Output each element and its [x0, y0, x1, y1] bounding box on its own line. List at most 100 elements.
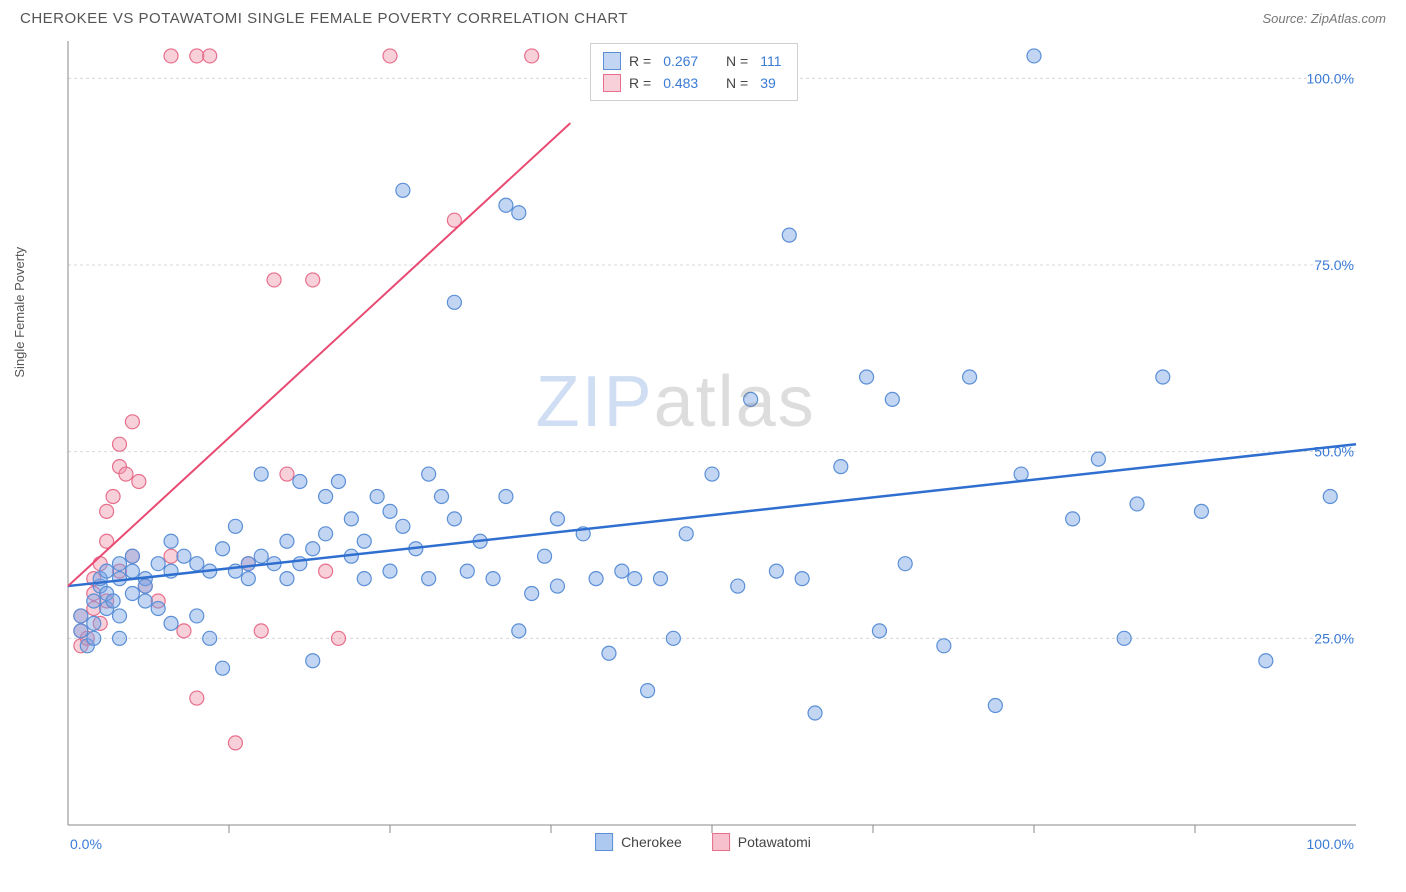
data-point — [963, 370, 977, 384]
data-point — [280, 534, 294, 548]
legend-swatch — [712, 833, 730, 851]
data-point — [872, 624, 886, 638]
data-point — [190, 691, 204, 705]
data-point — [216, 661, 230, 675]
data-point — [550, 512, 564, 526]
stat-n-label: N = — [726, 72, 748, 94]
stats-row: R = 0.483 N = 39 — [603, 72, 785, 94]
data-point — [164, 49, 178, 63]
data-point — [885, 392, 899, 406]
data-point — [151, 601, 165, 615]
data-point — [486, 572, 500, 586]
data-point — [898, 557, 912, 571]
data-point — [190, 609, 204, 623]
stat-r-label: R = — [629, 72, 651, 94]
data-point — [705, 467, 719, 481]
data-point — [499, 198, 513, 212]
data-point — [119, 467, 133, 481]
stat-n-label: N = — [726, 50, 748, 72]
data-point — [383, 504, 397, 518]
data-point — [241, 557, 255, 571]
data-point — [113, 557, 127, 571]
data-point — [216, 542, 230, 556]
data-point — [319, 564, 333, 578]
data-point — [228, 519, 242, 533]
data-point — [525, 587, 539, 601]
data-point — [190, 557, 204, 571]
data-point — [125, 415, 139, 429]
data-point — [254, 624, 268, 638]
data-point — [138, 594, 152, 608]
data-point — [1014, 467, 1028, 481]
stat-r-value: 0.483 — [663, 72, 698, 94]
data-point — [370, 489, 384, 503]
data-point — [100, 504, 114, 518]
data-point — [113, 437, 127, 451]
data-point — [460, 564, 474, 578]
data-point — [1091, 452, 1105, 466]
legend-label: Potawatomi — [738, 834, 811, 850]
data-point — [306, 654, 320, 668]
stat-n-value: 39 — [760, 72, 776, 94]
x-tick-label: 100.0% — [1307, 836, 1354, 852]
data-point — [550, 579, 564, 593]
data-point — [203, 49, 217, 63]
y-axis-label: Single Female Poverty — [12, 247, 27, 378]
data-point — [1130, 497, 1144, 511]
legend-swatch — [595, 833, 613, 851]
data-point — [132, 475, 146, 489]
data-point — [106, 489, 120, 503]
data-point — [383, 49, 397, 63]
data-point — [628, 572, 642, 586]
data-point — [396, 183, 410, 197]
data-point — [1066, 512, 1080, 526]
trend-line — [68, 444, 1356, 586]
data-point — [100, 564, 114, 578]
data-point — [447, 512, 461, 526]
data-point — [125, 549, 139, 563]
data-point — [125, 564, 139, 578]
data-point — [164, 616, 178, 630]
data-point — [396, 519, 410, 533]
data-point — [306, 273, 320, 287]
data-point — [602, 646, 616, 660]
chart-title: CHEROKEE VS POTAWATOMI SINGLE FEMALE POV… — [20, 10, 628, 27]
data-point — [113, 631, 127, 645]
data-point — [87, 616, 101, 630]
data-point — [74, 609, 88, 623]
data-point — [164, 534, 178, 548]
data-point — [1117, 631, 1131, 645]
data-point — [1323, 489, 1337, 503]
data-point — [808, 706, 822, 720]
data-point — [177, 624, 191, 638]
legend-label: Cherokee — [621, 834, 682, 850]
data-point — [357, 534, 371, 548]
data-point — [151, 557, 165, 571]
data-point — [267, 273, 281, 287]
trend-line — [68, 123, 570, 586]
data-point — [769, 564, 783, 578]
data-point — [860, 370, 874, 384]
data-point — [447, 295, 461, 309]
data-point — [331, 631, 345, 645]
data-point — [1156, 370, 1170, 384]
series-legend: Cherokee Potawatomi — [595, 833, 811, 851]
data-point — [512, 206, 526, 220]
legend-item: Potawatomi — [712, 833, 811, 851]
y-tick-label: 25.0% — [1314, 630, 1354, 646]
data-point — [525, 49, 539, 63]
data-point — [435, 489, 449, 503]
data-point — [280, 572, 294, 586]
data-point — [422, 572, 436, 586]
data-point — [164, 549, 178, 563]
data-point — [319, 527, 333, 541]
data-point — [254, 467, 268, 481]
data-point — [319, 489, 333, 503]
data-point — [177, 549, 191, 563]
data-point — [74, 624, 88, 638]
stat-r-label: R = — [629, 50, 651, 72]
data-point — [190, 49, 204, 63]
data-point — [357, 572, 371, 586]
data-point — [641, 684, 655, 698]
data-point — [422, 467, 436, 481]
